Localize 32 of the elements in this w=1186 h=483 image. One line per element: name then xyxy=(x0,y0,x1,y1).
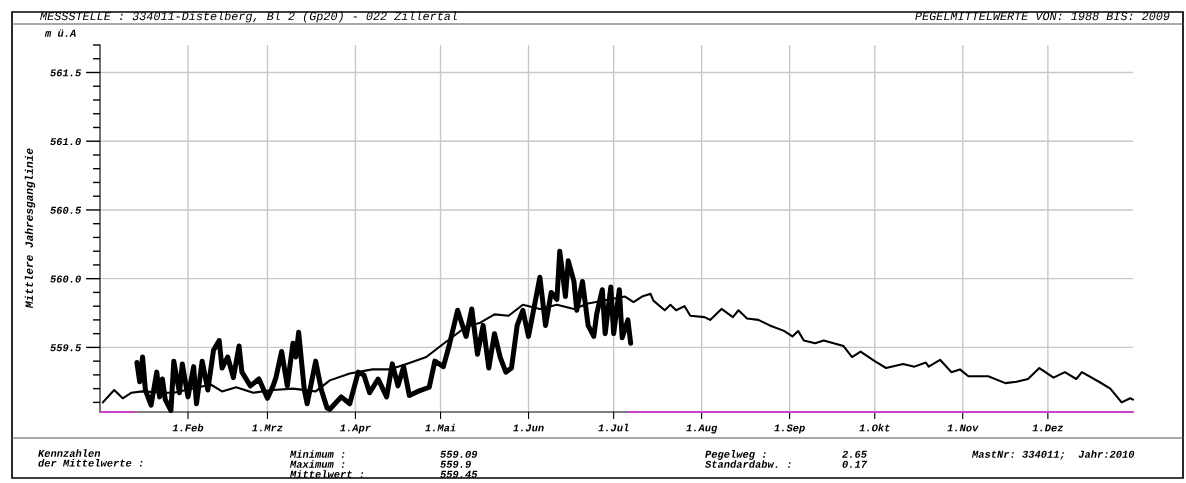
y-axis-title: Mittlere Jahresganglinie xyxy=(24,148,36,309)
x-tick-label: 1.Sep xyxy=(774,424,805,434)
x-tick-label: 1.Jul xyxy=(598,423,629,432)
x-tick-label: 1.Apr xyxy=(340,424,371,434)
text: Kennzahlen der Mittelwerte : xyxy=(38,449,143,467)
x-tick-label: 1.Dez xyxy=(1032,424,1063,432)
text: 559.9 xyxy=(440,460,471,468)
text: Standardabw. : xyxy=(705,460,791,468)
chart-subtitle: PEGELMITTELWERTE VON: 1988 BIS: 2009 xyxy=(915,12,1170,21)
text: 559.09 xyxy=(440,450,478,458)
text: 559.45 xyxy=(440,470,478,478)
text: Mittelwert : xyxy=(289,470,364,478)
text: 0.17 xyxy=(842,460,868,468)
text: Minimum : xyxy=(289,450,345,458)
text: Pegelweg : xyxy=(705,450,766,460)
x-tick-label: 1.Mrz xyxy=(252,424,283,432)
x-tick-label: 1.Aug xyxy=(686,424,718,434)
x-tick-label: 1.Nov xyxy=(947,424,979,432)
chart-title: MESSSTELLE : 334011-Distelberg, Bl 2 (Gp20) - 022 Zillertal xyxy=(40,11,457,23)
y-tick-label: 560.5 xyxy=(50,206,82,214)
x-tick-label: 1.Feb xyxy=(172,423,204,432)
y-tick-label: 561.5 xyxy=(50,69,82,77)
text: m ü.A xyxy=(44,29,76,37)
x-tick-label: 1.Jun xyxy=(513,424,544,432)
y-tick-label: 559.5 xyxy=(50,344,82,352)
text: 2.65 xyxy=(842,450,867,458)
x-tick-label: 1.Mai xyxy=(425,423,456,432)
y-tick-label: 560.0 xyxy=(50,275,81,283)
text: MastNr: 334011; Jahr:2010 xyxy=(971,450,1135,460)
text: Maximum : xyxy=(289,460,345,468)
x-tick-label: 1.Okt xyxy=(859,423,890,432)
y-tick-label: 561.0 xyxy=(50,138,81,146)
